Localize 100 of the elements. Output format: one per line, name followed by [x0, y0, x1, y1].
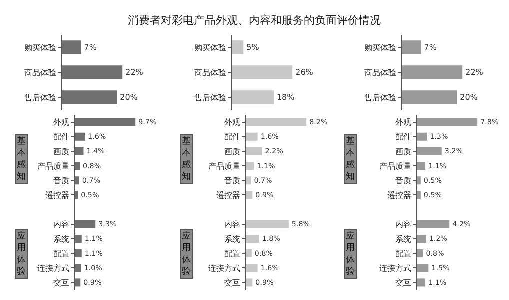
data-label: 1.1% [84, 234, 104, 244]
data-label: 2.2% [265, 146, 284, 156]
text: 应用体验 [346, 231, 355, 278]
bar [75, 250, 82, 258]
y-tick-label: 售后体验 [364, 93, 396, 102]
bar [417, 176, 421, 185]
data-label: 7% [84, 43, 98, 52]
y-tick-label: 画质 [224, 147, 240, 156]
data-label: 5.8% [292, 220, 310, 229]
data-label: 22% [466, 68, 484, 78]
bar [75, 278, 81, 287]
bar [75, 191, 78, 200]
bar [246, 220, 289, 228]
y-tick-label: 产品质量 [37, 162, 70, 171]
y-tick-label: 内容 [53, 220, 70, 230]
bar [417, 147, 442, 156]
bar [246, 132, 258, 141]
bar [75, 147, 84, 156]
bar [417, 132, 428, 141]
bar [246, 176, 252, 185]
y-tick-label: 配件 [395, 132, 412, 142]
bar [75, 264, 82, 272]
data-label: 8.2% [310, 118, 328, 127]
data-label: 1.1% [428, 161, 447, 170]
y-tick-label: 外观 [395, 118, 412, 128]
bar [246, 250, 252, 258]
bar [75, 176, 80, 185]
y-tick-label: 商品体验 [24, 68, 56, 78]
bar [246, 191, 253, 200]
y-tick-label: 系统 [224, 234, 240, 244]
bar [417, 264, 429, 272]
bar [417, 191, 421, 200]
y-tick-label: 音质 [53, 176, 70, 186]
data-label: 1.6% [260, 263, 280, 272]
bar [417, 234, 426, 243]
data-label: 0.8% [426, 248, 445, 258]
bar [246, 118, 307, 126]
y-tick-label: 外观 [224, 118, 240, 128]
y-tick-label: 购买体验 [24, 43, 56, 52]
y-tick-label: 系统 [53, 234, 70, 244]
y-tick-label: 配置 [395, 249, 412, 258]
data-label: 1.0% [84, 263, 103, 272]
data-label: 0.8% [254, 248, 274, 258]
bar [417, 162, 426, 170]
data-label: 7.8% [480, 118, 499, 127]
data-label: 0.5% [81, 190, 100, 200]
y-tick-label: 遥控器 [45, 191, 70, 200]
y-tick-label: 音质 [224, 176, 240, 186]
y-tick-label: 购买体验 [364, 43, 396, 52]
y-tick-label: 连接方式 [208, 264, 240, 273]
y-tick-label: 连接方式 [37, 264, 70, 273]
data-label: 0.7% [82, 176, 101, 185]
bar [75, 132, 85, 141]
y-tick-label: 配件 [53, 132, 70, 142]
data-label: 20% [120, 93, 138, 102]
data-label: 0.9% [256, 278, 274, 287]
y-tick-label: 商品体验 [194, 68, 226, 78]
data-label: 1.2% [429, 234, 448, 244]
data-label: 0.9% [84, 278, 102, 287]
data-label: 0.5% [424, 190, 442, 200]
data-label: 3.2% [444, 146, 464, 156]
text: 基本感知 [346, 136, 355, 182]
y-tick-label: 内容 [395, 220, 412, 230]
data-label: 1.6% [260, 132, 280, 142]
data-label: 20% [460, 93, 478, 102]
data-label: 26% [296, 68, 314, 78]
data-label: 1.8% [262, 234, 281, 244]
y-tick-label: 画质 [395, 147, 412, 156]
data-label: 9.7% [138, 118, 157, 127]
y-tick-label: 产品质量 [208, 162, 240, 171]
data-label: 1.5% [432, 263, 450, 272]
y-tick-label: 连接方式 [379, 264, 412, 273]
bar [246, 147, 262, 156]
data-label: 3.3% [98, 220, 117, 229]
bar [75, 220, 96, 228]
bar [246, 162, 254, 170]
data-label: 0.5% [424, 176, 442, 185]
data-label: 0.8% [83, 161, 102, 170]
y-tick-label: 系统 [395, 234, 412, 244]
y-tick-label: 遥控器 [216, 191, 240, 200]
y-tick-label: 音质 [395, 176, 412, 186]
bar [246, 234, 260, 243]
bar [246, 264, 258, 272]
text: 应用体验 [182, 231, 191, 278]
data-label: 22% [126, 68, 144, 78]
bar [75, 118, 136, 126]
y-tick-label: 外观 [53, 118, 70, 128]
y-tick-label: 售后体验 [24, 93, 56, 102]
text: 基本感知 [17, 136, 26, 182]
data-label: 1.1% [257, 161, 276, 170]
data-label: 1.1% [84, 248, 104, 258]
y-tick-label: 配置 [53, 249, 70, 258]
data-label: 7% [424, 43, 438, 52]
data-label: 18% [276, 93, 296, 102]
y-tick-label: 内容 [224, 220, 240, 230]
chart-title: 消费者对彩电产品外观、内容和服务的负面评价情况 [128, 14, 381, 27]
y-tick-label: 画质 [53, 147, 70, 156]
data-label: 1.3% [430, 132, 448, 142]
y-tick-label: 遥控器 [387, 191, 412, 200]
data-label: 0.7% [254, 176, 273, 185]
